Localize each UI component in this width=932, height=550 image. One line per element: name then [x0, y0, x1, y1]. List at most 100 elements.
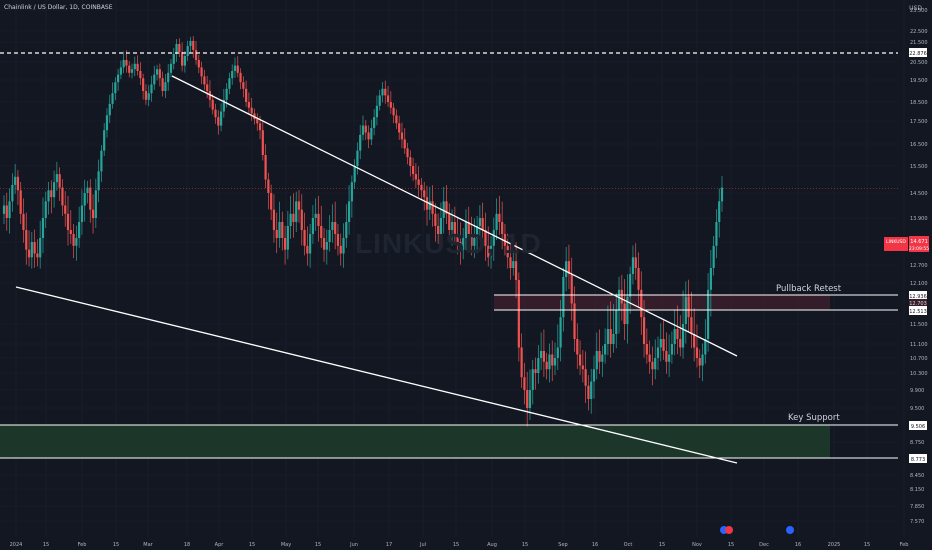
candle-body [559, 317, 562, 348]
drawings[interactable]: Pullback Retest Key Support [0, 52, 898, 464]
candle-body [498, 213, 501, 222]
candle-body [462, 238, 465, 250]
candle-body [105, 115, 109, 131]
candle-body [33, 242, 36, 254]
candle-body [350, 182, 353, 202]
x-tick-label: Feb [78, 542, 87, 548]
annotation-pullback-retest: Pullback Retest [776, 284, 842, 294]
candle-body [108, 103, 111, 116]
candle-body [414, 174, 417, 180]
candle-body [581, 365, 584, 370]
candle-body [16, 176, 20, 191]
candle-body [506, 245, 509, 258]
candle-body [314, 213, 317, 218]
candle-body [439, 218, 443, 234]
candle-body [117, 74, 120, 83]
candle-body [556, 347, 559, 358]
event-markers[interactable] [720, 526, 794, 534]
candle-body [128, 65, 131, 73]
high-line-tag [909, 48, 927, 57]
candle-body [528, 390, 532, 408]
candle-body [52, 182, 56, 198]
candle-body [640, 289, 643, 318]
candle-body [281, 222, 284, 238]
candle-body [651, 361, 654, 370]
x-tick-label: 15 [113, 542, 119, 548]
candle-body [442, 201, 445, 218]
candle-body [425, 197, 429, 210]
lower-trendline[interactable] [15, 286, 738, 464]
x-tick-label: Mar [143, 542, 153, 548]
candle-body [11, 184, 14, 202]
candle-body [130, 69, 134, 73]
candle-body [450, 222, 454, 230]
candle-body [437, 226, 440, 234]
support-top-tag [909, 421, 927, 430]
candle-body [420, 184, 423, 191]
pullback-top-tag [909, 291, 927, 300]
candle-body [398, 123, 401, 133]
candle-body [353, 166, 356, 183]
candle-body [103, 130, 106, 151]
candle-body [548, 354, 551, 370]
y-tick-label: 7.850 [910, 504, 924, 510]
y-tick-label: 20.500 [910, 60, 928, 66]
candle-body [347, 201, 351, 222]
candle-body [562, 277, 565, 318]
candle-body [375, 105, 379, 118]
y-tick-label: 15.500 [910, 164, 928, 170]
candle-body [289, 213, 292, 226]
candle-body [64, 205, 67, 214]
candle-body [403, 139, 406, 149]
candle-body [659, 339, 662, 348]
candle-body [122, 60, 125, 68]
candle-body [665, 351, 668, 362]
candle-body [211, 99, 214, 110]
candle-body [679, 339, 682, 348]
pullback-mid-tag-text: 12.703 [909, 301, 927, 307]
candle-body [61, 187, 64, 206]
candle-body [445, 201, 448, 214]
candle-body [565, 261, 568, 277]
candle-body [670, 344, 674, 355]
candle-body [373, 117, 376, 128]
candle-body [534, 369, 537, 373]
y-tick-label: 9.500 [910, 406, 924, 412]
candle-body [570, 274, 573, 304]
x-tick-label: 15 [728, 542, 734, 548]
x-tick-label: Oct [624, 542, 633, 548]
candle-body [456, 234, 459, 242]
candle-body [381, 88, 384, 96]
candle-body [489, 245, 493, 258]
event-marker-icon[interactable] [725, 526, 733, 534]
candle-body [520, 347, 523, 378]
candle-body [36, 253, 39, 258]
candle-body [467, 222, 470, 234]
candle-body [331, 222, 334, 230]
candle-body [267, 179, 270, 193]
candle-body [367, 132, 370, 140]
candle-body [206, 84, 209, 91]
y-tick-label: 8.750 [910, 440, 924, 446]
candle-body [295, 201, 298, 222]
upper-trendline[interactable] [171, 75, 738, 357]
x-tick-label: Aug [487, 542, 497, 548]
candle-body [328, 230, 331, 242]
candle-body [256, 119, 259, 124]
candle-body [150, 84, 153, 94]
candle-body [378, 95, 381, 106]
y-tick-label: 16.500 [910, 142, 928, 148]
pullback-mid-tag [909, 299, 927, 307]
candle-body [89, 187, 92, 210]
candle-body [718, 201, 721, 222]
candle-body [217, 117, 220, 126]
candle-body [133, 63, 136, 70]
time-axis[interactable]: 2024 15 Feb 15 Mar 18 Apr 15 May 15 Jun 17 Jul 15 Aug 1… [10, 542, 909, 548]
candle-body [473, 238, 476, 246]
event-marker-icon[interactable] [786, 526, 794, 534]
candle-body [386, 95, 390, 102]
x-tick-label: 2024 [10, 542, 23, 548]
candle-body [484, 230, 487, 246]
